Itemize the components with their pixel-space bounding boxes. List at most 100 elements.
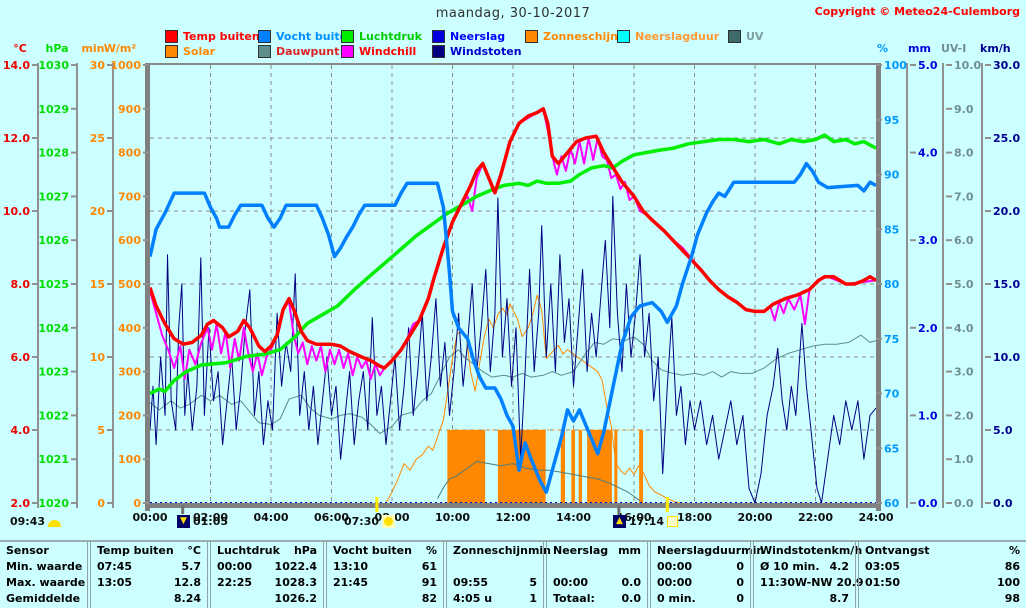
copyright-text: Copyright © Meteo24-Culemborg <box>814 5 1020 18</box>
plot-frame-right <box>876 63 881 511</box>
cell-time: 21:45 <box>333 576 369 589</box>
cell-time: 4:05 u <box>453 592 493 605</box>
axis-tick-label-UV-I: 0.0 <box>954 497 974 510</box>
yellow-square-icon <box>667 516 679 527</box>
x-axis-label: 02:00 <box>193 511 228 524</box>
cell-value: 1022.4 <box>274 560 317 573</box>
cell-value: 0.0 <box>621 592 642 605</box>
legend-item-windchill: Windchill <box>341 45 416 58</box>
cell-value: 1026.2 <box>274 592 317 605</box>
cell-value: 61 <box>421 560 437 573</box>
axis-tick-label-hPa: 1026 <box>38 234 69 247</box>
col-unit: mm <box>618 544 641 557</box>
sun-icon <box>382 515 396 528</box>
legend-label: Neerslag <box>450 30 506 43</box>
table-row: 4:05 u 1 <box>453 591 537 607</box>
col-header: Neerslag <box>553 544 609 557</box>
plot-frame-top <box>146 63 880 65</box>
axis-tick-label-°C: 10.0 <box>3 205 30 218</box>
axis-tick-label-hPa: 1023 <box>38 366 69 379</box>
moon-arrow-down-icon: ▼ <box>177 515 190 528</box>
cell-value: 5.7 <box>181 560 202 573</box>
cell-value: 1 <box>529 592 537 605</box>
legend-swatch <box>341 45 354 58</box>
cell-value: 100 <box>997 576 1020 589</box>
table-row: 82 <box>333 591 437 607</box>
axis-tick-label-km/h: 5.0 <box>993 424 1013 437</box>
event-tick <box>665 497 669 512</box>
zonneschijn-bar <box>560 430 566 503</box>
legend-label: Solar <box>183 45 216 58</box>
axis-tick-label-hPa: 1021 <box>38 453 69 466</box>
col-unit: °C <box>187 544 201 557</box>
axis-tick-label-km/h: 15.0 <box>993 278 1020 291</box>
axis-tick-label-min: 0 <box>97 497 105 510</box>
legend-label: UV <box>746 30 764 43</box>
legend-swatch <box>258 30 271 43</box>
legend-label: Temp buiten <box>183 30 260 43</box>
axis-tick-label-UV-I: 2.0 <box>954 409 974 422</box>
cell-time: 11:30 <box>760 576 796 589</box>
cell-time: 00:00 <box>217 560 253 573</box>
col-header: Temp buiten <box>97 544 174 557</box>
table-col-luchtdruk: Luchtdruk hPa 00:00 1022.4 22:25 1028.3 1026.2 <box>207 542 323 608</box>
axis-tick-label-UV-I: 1.0 <box>954 453 974 466</box>
legend-label: Dauwpunt <box>276 45 340 58</box>
axis-tick-label-%: 95 <box>884 114 899 127</box>
x-axis-label: 14:00 <box>556 511 591 524</box>
col-header: Windstoten <box>760 544 832 557</box>
cell-time: 13:05 <box>97 576 133 589</box>
axis-tick-label-mm: 2.0 <box>918 322 938 335</box>
zonneschijn-bar <box>614 430 618 503</box>
x-axis-label: 22:00 <box>798 511 833 524</box>
legend-swatch <box>525 30 538 43</box>
table-row: 07:45 5.7 <box>97 559 201 575</box>
cell-value: 1028.3 <box>274 576 317 589</box>
series-dauwpunt <box>149 334 877 435</box>
axis-tick-label-W/m²: 100 <box>118 453 141 466</box>
row-label: Sensor <box>6 544 49 557</box>
table-row: 13:05 12.8 <box>97 575 201 591</box>
marker-time: 17:14 <box>629 515 665 528</box>
marker-09-43: 09:43 <box>10 514 62 529</box>
axis-tick-label-%: 85 <box>884 223 899 236</box>
axis-tick-label-mm: 0.0 <box>918 497 938 510</box>
axis-tick-label-%: 100 <box>884 59 907 72</box>
axis-tick-label-min: 5 <box>97 424 105 437</box>
zonneschijn-bar <box>447 430 486 503</box>
axis-tick-label-hPa: 1022 <box>38 409 69 422</box>
event-tick <box>617 505 621 514</box>
cell-value: 4.2 <box>829 560 850 573</box>
cell-value: 0.0 <box>621 576 642 589</box>
legend-swatch <box>728 30 741 43</box>
table-row: 01:50 100 <box>865 575 1020 591</box>
table-row <box>553 559 641 575</box>
legend-label: Zonneschijn <box>543 30 618 43</box>
cell-time: 13:10 <box>333 560 369 573</box>
moon-arrow-up-icon: ▲ <box>613 515 626 528</box>
legend-swatch <box>432 30 445 43</box>
x-axis-label: 10:00 <box>435 511 470 524</box>
table-col-vocht-buiten: Vocht buiten% 13:10 61 21:45 91 82 <box>323 542 443 608</box>
table-col-ontvangst: Ontvangst% 03:05 86 01:50 100 98 <box>855 542 1026 608</box>
axis-tick-label-%: 80 <box>884 278 900 291</box>
axis-tick-label-W/m²: 200 <box>118 409 141 422</box>
axis-tick-label-°C: 8.0 <box>11 278 31 291</box>
row-label: Max. waarde <box>6 576 86 589</box>
col-unit: % <box>1008 544 1020 557</box>
axis-tick-label-km/h: 30.0 <box>993 59 1020 72</box>
legend-item-zonneschijn: Zonneschijn <box>525 30 618 43</box>
legend-swatch <box>165 45 178 58</box>
axis-tick-label-mm: 4.0 <box>918 147 938 160</box>
axis-unit-UV-I: UV-I <box>941 42 966 55</box>
axis-tick-label-min: 15 <box>90 278 105 291</box>
x-axis-label: 04:00 <box>253 511 288 524</box>
table-row <box>453 559 537 575</box>
table-row: Totaal: 0.0 <box>553 591 641 607</box>
legend-item-solar: Solar <box>165 45 215 58</box>
cell-value: W-NW 20.9 <box>795 576 864 589</box>
cell-time: 22:25 <box>217 576 253 589</box>
legend-label: Luchtdruk <box>359 30 422 43</box>
axis-tick-label-%: 75 <box>884 333 899 346</box>
axis-tick-label-W/m²: 0 <box>133 497 141 510</box>
